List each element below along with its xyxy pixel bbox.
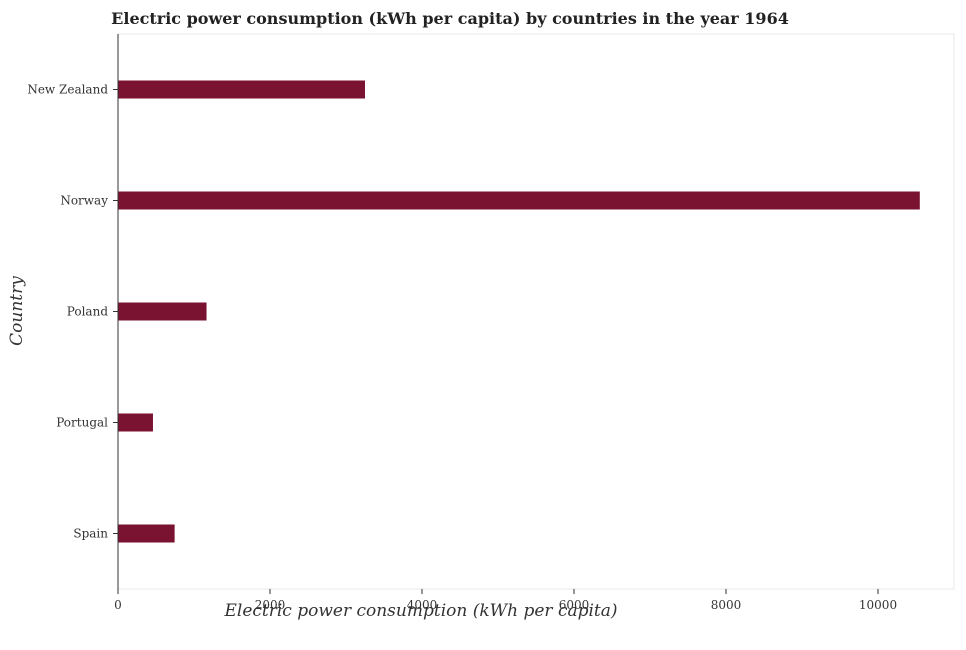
x-tick-label: 2000 (255, 598, 286, 612)
y-tick-label-new-zealand: New Zealand (27, 83, 108, 97)
y-tick-label-norway: Norway (60, 194, 108, 208)
bar-norway (118, 191, 920, 210)
x-axis-label: Electric power consumption (kWh per capi… (223, 601, 617, 621)
plot-area-frame (117, 33, 955, 590)
bar-portugal (118, 413, 153, 432)
x-tick-label: 10000 (859, 598, 897, 612)
bar-poland (118, 302, 207, 321)
chart-title: Electric power consumption (kWh per capi… (111, 9, 789, 28)
y-axis-label: Country (7, 276, 27, 346)
x-tick-label: 4000 (407, 598, 438, 612)
bar-spain (118, 524, 175, 543)
y-tick-label-portugal: Portugal (56, 416, 108, 430)
x-ticks-layer: 0 2000 4000 6000 8000 10000 (114, 589, 897, 612)
y-ticks-layer: New Zealand Norway Poland Portugal Spain (27, 83, 118, 541)
bar-new-zealand (118, 80, 365, 99)
bars-layer (118, 80, 920, 543)
y-tick-label-spain: Spain (73, 527, 108, 541)
x-tick-label: 8000 (711, 598, 742, 612)
x-tick-label: 0 (114, 598, 122, 612)
x-tick-label: 6000 (559, 598, 590, 612)
y-tick-label-poland: Poland (67, 305, 109, 319)
